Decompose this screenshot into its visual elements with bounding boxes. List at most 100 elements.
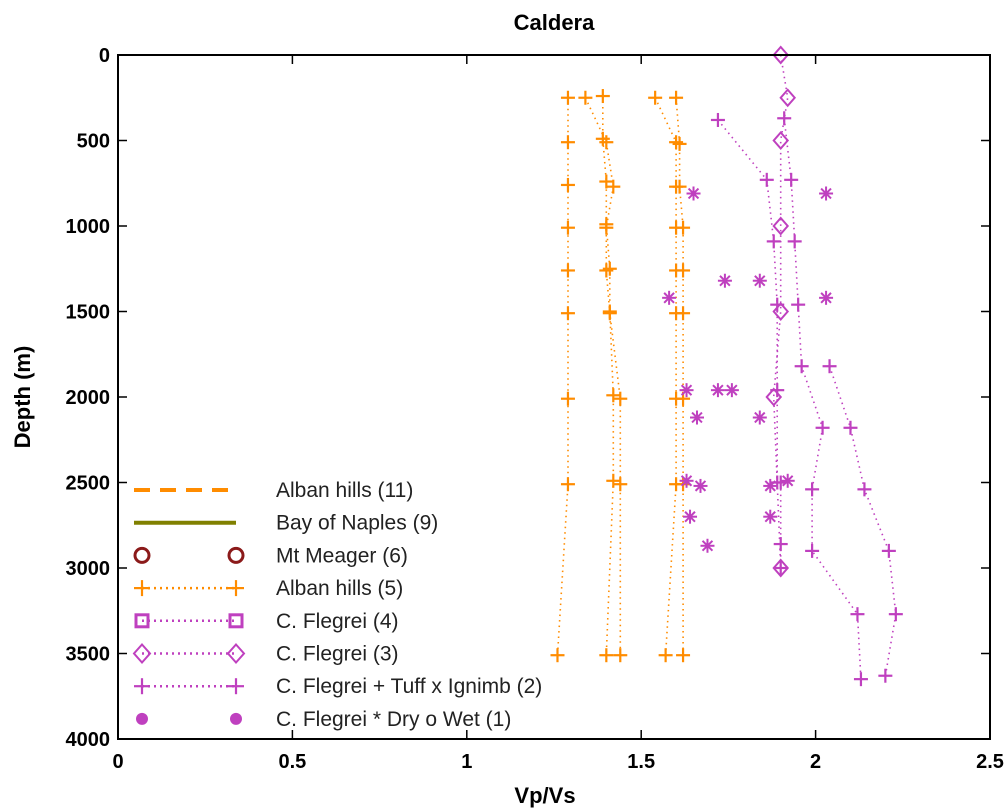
series-5-line-0-point-5 — [765, 387, 783, 407]
series-7-point-6 — [679, 383, 694, 398]
series-3-line-4-point-5 — [676, 306, 691, 321]
series-3-line-0-point-0 — [560, 90, 575, 105]
series-6-line-2-point-1 — [843, 420, 858, 435]
series-5 — [765, 45, 797, 578]
series-6-line-1-point-6 — [805, 482, 820, 497]
series-5-line-0-point-1 — [779, 88, 797, 108]
legend-marker-3-b — [228, 580, 244, 597]
legend-label-6: C. Flegrei + Tuff x Ignimb (2) — [276, 675, 542, 698]
legend-label-7: C. Flegrei * Dry o Wet (1) — [276, 708, 511, 731]
series-6-line-1-point-9 — [853, 672, 868, 687]
series-3-line-1-point-4 — [602, 261, 617, 276]
legend-label-2: Mt Meager (6) — [276, 544, 408, 567]
legend-marker-7-a — [136, 712, 148, 725]
legend-label-4: C. Flegrei (4) — [276, 610, 399, 633]
series-3-line-4-point-1 — [672, 136, 687, 151]
legend-label-1: Bay of Naples (9) — [276, 512, 438, 535]
series-5-line-0-point-0 — [772, 45, 790, 65]
legend-item-2: Mt Meager (6) — [133, 544, 408, 567]
series-6-line-0-point-0 — [710, 112, 725, 127]
x-tick-label-3: 1.5 — [627, 751, 655, 773]
series-3-line-2-point-1 — [599, 135, 614, 150]
series-3 — [550, 89, 691, 663]
x-tick-label-2: 1 — [461, 751, 472, 773]
series-7-point-4 — [662, 290, 677, 305]
series-7-point-11 — [679, 473, 694, 488]
series-7-point-14 — [780, 473, 795, 488]
legend-marker-3-a — [134, 580, 150, 597]
legend: Alban hills (11) Bay of Naples (9) Mt Meag… — [132, 479, 542, 731]
series-7-point-17 — [700, 538, 715, 553]
series-3-line-1-point-7 — [606, 473, 621, 488]
series-5-line-0-point-3 — [772, 216, 790, 236]
series-7-point-5 — [819, 290, 834, 305]
series-3-line-1 — [601, 96, 615, 656]
series-6-line-1-point-0 — [777, 111, 792, 126]
legend-item-3: Alban hills (5) — [134, 577, 403, 600]
series-3-line-0-point-3 — [560, 220, 575, 235]
series-6-line-2 — [828, 365, 897, 676]
legend-label-3: Alban hills (5) — [276, 577, 403, 600]
series-7 — [662, 186, 834, 553]
y-tick-label-6: 3000 — [66, 558, 111, 580]
series-3-line-0-point-5 — [560, 306, 575, 321]
series-6-line-0-point-1 — [759, 172, 774, 187]
series-3-line-2-point-8 — [613, 648, 628, 663]
series-6-line-2-point-2 — [857, 482, 872, 497]
series-7-point-8 — [724, 383, 739, 398]
ticks-layer: 0 0.5 1 1.5 2 2.5 0 500 1000 1500 2000 2500 3000 3500… — [66, 45, 1004, 773]
series-6-line-2-point-0 — [822, 359, 837, 374]
legend-marker-5-b — [226, 642, 246, 665]
series-3-line-0 — [556, 97, 569, 656]
y-tick-label-8: 4000 — [66, 729, 111, 751]
series-6-line-0-point-8 — [773, 561, 788, 575]
series-3-line-3-point-0 — [648, 90, 663, 105]
y-tick-label-2: 1000 — [66, 216, 111, 238]
y-tick-label-1: 500 — [77, 131, 110, 153]
y-tick-label-4: 2000 — [66, 387, 111, 409]
y-tick-label-0: 0 — [99, 45, 110, 67]
series-6-line-2-point-4 — [888, 607, 903, 622]
series-3-line-1-point-6 — [606, 388, 621, 403]
series-6-line-2-point-3 — [881, 543, 896, 558]
x-tick-label-5: 2.5 — [976, 751, 1004, 773]
series-7-point-10 — [752, 410, 767, 425]
legend-label-5: C. Flegrei (3) — [276, 643, 399, 666]
legend-item-7: C. Flegrei * Dry o Wet (1) — [136, 708, 511, 731]
series-3-line-2-point-4 — [599, 263, 614, 278]
series-3-line-2-point-0 — [578, 90, 593, 105]
legend-marker-2-a — [133, 546, 151, 564]
series-6-line-0-point-3 — [770, 297, 785, 312]
x-axis-label: Vp/Vs — [514, 783, 575, 808]
series-3-line-0-point-2 — [560, 177, 575, 192]
series-3-line-0-point-8 — [550, 648, 565, 663]
series-7-point-12 — [693, 478, 708, 493]
y-tick-label-3: 1500 — [66, 302, 111, 324]
series-3-line-2-point-3 — [599, 220, 614, 235]
series-7-point-0 — [686, 186, 701, 201]
legend-item-4: C. Flegrei (4) — [134, 610, 399, 633]
series-3-line-1-point-1 — [595, 131, 610, 146]
legend-marker-4-a — [134, 613, 150, 629]
series-3-line-1-point-0 — [595, 89, 610, 104]
legend-item-6: C. Flegrei + Tuff x Ignimb (2) — [134, 675, 542, 698]
series-3-line-2 — [584, 97, 622, 656]
series-6-line-1-point-1 — [784, 172, 799, 187]
y-tick-label-5: 2500 — [66, 473, 111, 495]
series-6 — [710, 111, 903, 687]
legend-item-1: Bay of Naples (9) — [134, 512, 438, 535]
series-3-line-2-point-6 — [613, 391, 628, 406]
series-6-line-0-point-2 — [766, 234, 781, 249]
series-5-line-0-point-2 — [772, 130, 790, 151]
series-3-line-1-point-8 — [599, 648, 614, 663]
x-tick-label-0: 0 — [112, 751, 123, 773]
series-3-line-2-point-2 — [606, 179, 621, 194]
series-3-line-4-point-2 — [672, 179, 687, 194]
axes-box — [117, 54, 991, 740]
series-3-line-4-point-8 — [676, 648, 691, 663]
chart-title: Caldera — [514, 10, 595, 35]
legend-marker-7-b — [230, 712, 242, 725]
series-3-line-4-point-0 — [669, 90, 684, 105]
series-3-line-4-point-4 — [676, 263, 691, 278]
